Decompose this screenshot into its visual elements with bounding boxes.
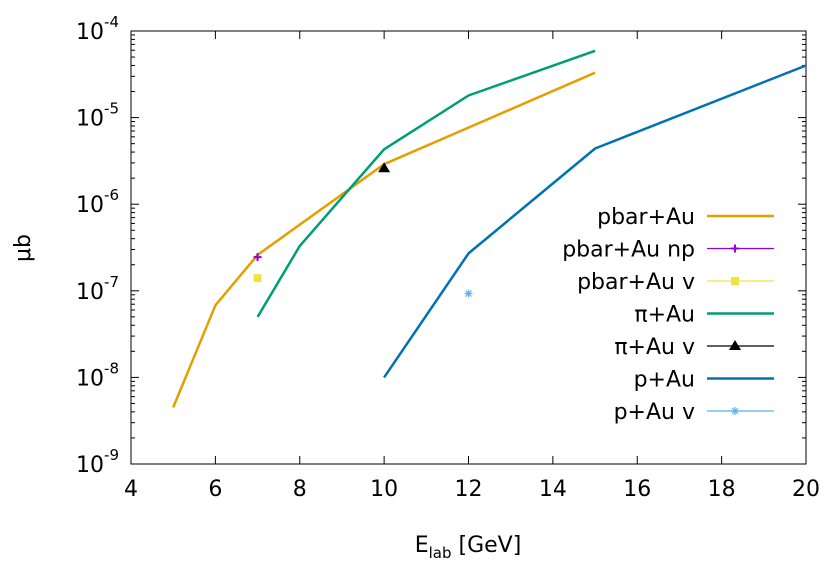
x-axis-title-unit: [GeV] (452, 533, 522, 558)
legend-marker-p-au-v (731, 407, 739, 415)
legend-label-pbar-au-np: pbar+Au np (562, 238, 695, 263)
x-tick-label: 12 (455, 477, 483, 502)
legend-label-pbar-au-v: pbar+Au v (577, 270, 695, 295)
legend-marker-pbar-au-np (731, 244, 739, 253)
x-tick-label: 18 (708, 477, 736, 502)
data-point-au-v (378, 162, 391, 173)
x-tick-label: 14 (539, 477, 567, 502)
y-tick-label: 10-7 (76, 273, 119, 305)
y-tick-label: 10-4 (76, 13, 119, 45)
series-line-p-au (383, 64, 807, 379)
x-tick-label: 10 (370, 477, 398, 502)
x-axis-title-subscript: lab (429, 544, 452, 562)
series-layer (172, 49, 807, 408)
legend-label-pbar-au: pbar+Au (597, 205, 695, 230)
y-tick-label: 10-8 (76, 359, 119, 391)
legend-marker-pbar-au-v (731, 277, 739, 285)
x-tick-label: 8 (293, 477, 307, 502)
legend-marker-au-v (729, 340, 741, 350)
legend-label-au: π+Au (634, 303, 695, 328)
x-axis-title: Elab [GeV] (415, 533, 522, 562)
legend: pbar+Au pbar+Au np pbar+Au v π+Au π+Au v p+Au… (562, 205, 774, 425)
x-tick-label: 20 (792, 477, 820, 502)
y-tick-label: 10-5 (76, 100, 119, 132)
x-tick-label: 16 (623, 477, 651, 502)
axis-ticks: 4 6 8 10 12 14 16 18 20 10-9 10-8 10-7 10-6 10-5 10-4 (76, 13, 820, 502)
data-point-pbar-au-v (253, 274, 262, 283)
y-axis-title: μb (11, 234, 36, 262)
data-point-p-au-v (464, 289, 473, 298)
series-line-au (256, 49, 596, 318)
y-tick-label: 10-6 (76, 186, 119, 218)
x-tick-label: 6 (208, 477, 222, 502)
series-line-pbar-au (172, 71, 596, 408)
y-tick-label: 10-9 (76, 446, 119, 478)
legend-label-p-au-v: p+Au v (614, 400, 695, 425)
legend-label-au-v: π+Au v (614, 335, 695, 360)
data-point-pbar-au-np (253, 253, 262, 262)
legend-label-p-au: p+Au (634, 368, 695, 393)
x-tick-label: 4 (124, 477, 138, 502)
